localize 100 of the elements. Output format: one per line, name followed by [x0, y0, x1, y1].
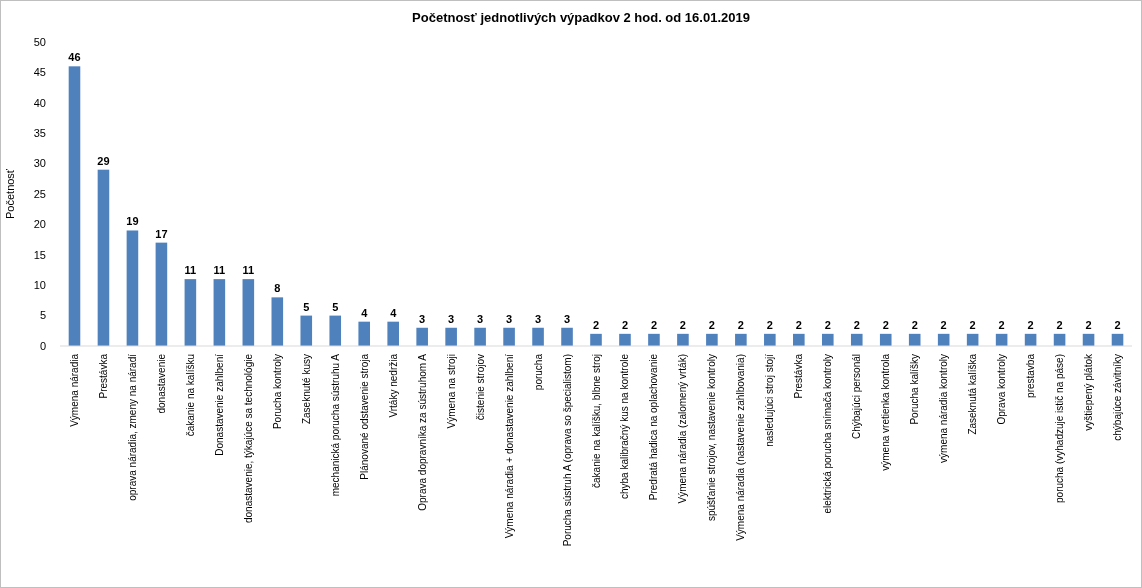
x-tick-label: Vrtáky nedržia	[387, 353, 399, 418]
data-label: 2	[1114, 318, 1121, 331]
y-tick-label: 50	[33, 35, 46, 48]
bar	[706, 333, 718, 346]
data-label: 11	[242, 264, 255, 277]
x-tick-label: donastavenie	[155, 353, 167, 414]
x-tick-label: donastavenie, týkajúce sa technológie	[242, 353, 254, 524]
data-label: 4	[390, 306, 398, 319]
bar	[648, 333, 660, 346]
bar	[619, 333, 631, 346]
y-tick-label: 25	[33, 187, 46, 200]
data-label: 2	[650, 318, 658, 331]
data-label: 2	[824, 318, 831, 331]
x-tick-label: výmena vretienka kontrola	[880, 353, 892, 471]
data-label: 2	[795, 318, 802, 331]
bar	[532, 327, 544, 346]
data-label: 2	[998, 318, 1005, 331]
bar	[300, 315, 313, 346]
bar	[97, 169, 110, 346]
x-tick-label: Porucha kalíšky	[909, 354, 921, 425]
data-label: 3	[448, 312, 455, 325]
x-tick-label: spúšťanie strojov, nastavenie kontroly	[706, 354, 718, 521]
data-label: 2	[592, 318, 600, 331]
data-label: 17	[155, 227, 168, 240]
x-tick-label: Porucha kontroly	[271, 354, 283, 430]
bar	[358, 321, 371, 346]
data-label: 19	[126, 215, 139, 228]
y-tick-label: 5	[39, 309, 46, 322]
data-label: 46	[68, 51, 81, 64]
data-label: 11	[184, 264, 197, 277]
x-tick-label: výmena náradia kontroly	[938, 354, 950, 463]
y-tick-label: 0	[39, 339, 46, 352]
data-label: 3	[419, 312, 426, 325]
x-tick-label: Prestávka	[793, 353, 805, 399]
y-tick-label: 10	[33, 279, 46, 292]
bar	[503, 327, 515, 346]
bar	[213, 279, 226, 346]
bar	[329, 315, 342, 346]
y-tick-label: 35	[33, 127, 46, 140]
data-label: 8	[274, 282, 281, 295]
data-label: 2	[708, 318, 715, 331]
y-axis-title: Početnosť	[4, 168, 16, 219]
bar	[387, 321, 399, 346]
x-tick-label: Oprava kontroly	[996, 354, 1008, 425]
data-label: 2	[911, 318, 918, 331]
x-tick-label: čakanie na kalíšku	[184, 354, 196, 437]
data-label: 2	[1027, 318, 1034, 331]
y-tick-label: 40	[33, 96, 46, 109]
x-tick-label: mechanická porucha sústruhu A	[329, 353, 341, 497]
data-label: 2	[853, 318, 860, 331]
bar	[850, 333, 863, 346]
x-tick-label: Výmena náradia	[68, 353, 80, 427]
x-tick-label: prestavba	[1025, 353, 1037, 398]
x-tick-label: Plánované odstavenie stroja	[358, 353, 370, 480]
x-tick-label: chyba kalibračný kus na kontrole	[619, 353, 631, 500]
x-tick-label: Porucha sústruh A (oprava so špecialistom)	[561, 354, 573, 547]
y-tick-label: 15	[33, 248, 46, 261]
bar	[445, 327, 457, 346]
bar	[68, 66, 81, 346]
bar	[561, 327, 573, 346]
x-tick-label: Výmena náradia (zalomený vrták)	[677, 354, 689, 504]
bar	[184, 279, 197, 346]
x-tick-label: porucha (vyhadzuje istič na páse)	[1054, 354, 1066, 503]
data-label: 2	[1085, 318, 1092, 331]
x-tick-label: Predratá hadica na oplachovanie	[648, 353, 660, 501]
data-label: 2	[882, 318, 889, 331]
bar	[155, 242, 168, 346]
data-label: 5	[303, 300, 310, 313]
x-tick-label: Zaseknuté kusy	[300, 354, 312, 425]
data-label: 5	[332, 300, 339, 313]
bar	[416, 327, 428, 346]
bar	[677, 333, 689, 346]
data-label: 4	[361, 306, 369, 319]
x-tick-label: oprava náradia, zmeny na náradí	[126, 353, 138, 501]
data-label: 2	[766, 318, 773, 331]
y-tick-label: 20	[33, 218, 46, 231]
x-tick-label: vyštiepený plátok	[1083, 353, 1095, 431]
data-label: 2	[737, 318, 744, 331]
y-tick-label: 30	[33, 157, 46, 170]
x-tick-label: Chýbajúci personál	[851, 354, 863, 440]
data-label: 3	[477, 312, 484, 325]
bar	[821, 333, 834, 346]
bar	[793, 333, 805, 346]
x-tick-label: Výmena na stroji	[445, 354, 457, 429]
x-tick-label: Donastavenie zahlbení	[213, 353, 225, 456]
bar	[242, 279, 255, 346]
data-label: 3	[506, 312, 513, 325]
data-label: 29	[97, 154, 110, 167]
bar	[590, 333, 602, 346]
bar	[764, 333, 776, 346]
x-tick-label: čakanie na kalíšku, blbne stroj	[590, 354, 602, 488]
data-label: 2	[969, 318, 976, 331]
data-label: 11	[213, 264, 226, 277]
chart-title: Početnosť jednotlivých výpadkov 2 hod. od 16.01.2019	[412, 10, 750, 25]
x-tick-label: Výmena náradia (nastavenie zahlbovania)	[735, 354, 747, 541]
x-tick-label: Zaseknutá kalíška	[967, 353, 979, 435]
bar	[879, 333, 892, 346]
x-tick-label: elektrická porucha snímača kontroly	[822, 354, 834, 514]
x-tick-label: Oprava dopravníka za sústruhom A	[416, 353, 428, 511]
x-tick-label: nasledujúci stroj stojí	[764, 353, 776, 447]
